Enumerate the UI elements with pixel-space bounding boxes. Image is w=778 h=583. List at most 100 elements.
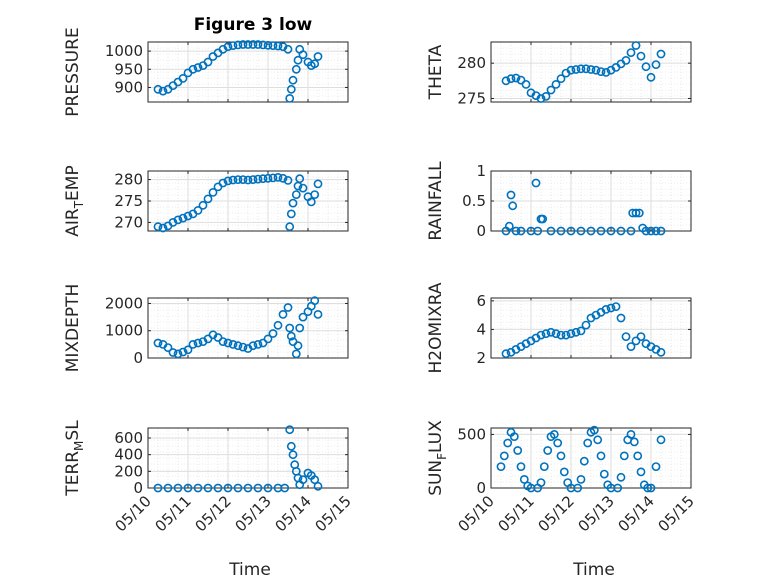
data-point <box>621 56 631 65</box>
data-point <box>586 65 596 74</box>
data-point <box>153 483 163 493</box>
data-point <box>646 226 656 236</box>
data-point <box>576 474 586 484</box>
data-point <box>613 483 623 493</box>
data-point <box>541 329 551 339</box>
data-point <box>286 331 296 341</box>
x-tick-label: 05/12 <box>192 492 235 535</box>
data-point <box>263 40 273 50</box>
data-point <box>278 173 288 183</box>
data-point <box>511 73 521 83</box>
data-point <box>243 175 253 185</box>
data-point <box>561 330 571 340</box>
x-tick-label: 05/10 <box>112 492 155 535</box>
data-point <box>651 60 661 69</box>
x-tick-label: 05/12 <box>535 492 578 535</box>
data-point <box>233 175 243 184</box>
x-tick-label: 05/11 <box>495 492 538 535</box>
data-point <box>576 226 586 236</box>
data-point <box>626 226 636 236</box>
data-point <box>248 175 258 184</box>
data-point <box>571 65 581 74</box>
data-point <box>629 437 639 447</box>
data-point <box>556 330 566 340</box>
y-axis-label: MIXDEPTH <box>63 284 83 373</box>
data-point <box>243 483 253 493</box>
y-tick-label: 0 <box>133 349 143 367</box>
subplot-1: 275 280 THETA <box>426 41 692 107</box>
data-point <box>203 57 213 67</box>
data-point <box>293 341 303 351</box>
data-point <box>546 85 556 95</box>
data-point <box>506 190 516 200</box>
data-point <box>516 226 526 236</box>
data-point <box>298 312 308 322</box>
y-tick-label: 6 <box>476 292 486 310</box>
data-point <box>173 483 183 493</box>
data-point <box>606 303 616 313</box>
data-point <box>253 40 263 49</box>
data-point <box>183 345 193 355</box>
data-point <box>636 467 646 477</box>
data-point <box>631 336 641 346</box>
y-tick-label: 1000 <box>105 322 143 340</box>
data-point <box>238 40 248 49</box>
data-point <box>178 347 188 357</box>
data-point <box>163 483 173 493</box>
data-point <box>501 349 511 359</box>
data-point <box>313 52 323 61</box>
data-point <box>546 327 556 337</box>
y-tick-label: 4 <box>476 320 486 338</box>
data-point <box>280 483 290 493</box>
data-point <box>551 329 561 339</box>
data-point <box>559 467 569 477</box>
data-point <box>656 49 666 59</box>
data-point <box>153 222 163 232</box>
data-point <box>546 226 556 236</box>
data-point <box>288 75 298 85</box>
y-tick-label: 2000 <box>105 294 143 312</box>
y-tick-label: 0 <box>476 222 486 240</box>
data-point <box>285 425 295 435</box>
figure-title: Figure 3 low <box>194 15 313 35</box>
data-point <box>183 211 193 221</box>
y-tick-label: 1000 <box>105 42 143 60</box>
x-tick-label: 05/13 <box>232 492 275 535</box>
data-point <box>233 40 243 50</box>
data-point <box>263 173 273 183</box>
y-tick-label: 200 <box>114 462 143 480</box>
data-point <box>310 475 320 485</box>
data-point <box>553 438 563 448</box>
data-point <box>641 62 651 72</box>
data-point <box>288 198 298 208</box>
axes-box <box>490 41 692 103</box>
data-point <box>651 226 661 236</box>
data-point <box>173 349 183 359</box>
data-point <box>310 190 320 199</box>
y-axis-label: THETA <box>426 44 446 100</box>
data-point <box>228 175 238 185</box>
data-point <box>253 174 263 184</box>
subplot-2: 270 275 280 AIRTEMP <box>63 165 349 237</box>
data-point <box>601 304 611 314</box>
y-axis-label: TERRMSL <box>63 420 86 497</box>
y-tick-label: 0.5 <box>462 192 486 210</box>
data-point <box>273 320 283 330</box>
data-point <box>218 178 228 188</box>
data-point <box>238 342 248 352</box>
data-point <box>516 462 526 471</box>
data-point <box>268 329 278 338</box>
data-point <box>223 42 233 52</box>
x-tick-label: 05/14 <box>615 492 658 535</box>
data-point <box>253 339 263 349</box>
data-point <box>579 456 589 466</box>
data-point <box>283 303 293 312</box>
data-point <box>636 332 646 341</box>
data-point <box>288 450 298 460</box>
data-point <box>576 326 586 336</box>
y-tick-label: 2 <box>476 349 486 367</box>
data-point <box>583 438 593 448</box>
data-point <box>516 75 526 85</box>
data-point <box>634 208 644 218</box>
